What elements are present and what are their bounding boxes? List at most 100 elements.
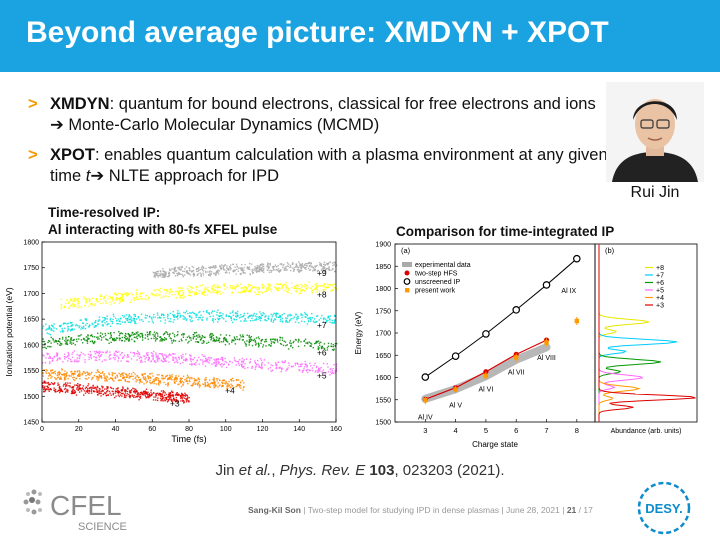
data-point: [179, 294, 182, 297]
data-point: [82, 385, 85, 387]
data-point: [168, 353, 171, 356]
data-point: [175, 297, 177, 299]
data-point: [258, 288, 261, 291]
data-point: [234, 343, 237, 345]
data-point: [152, 313, 155, 316]
data-point: [89, 340, 92, 343]
data-point: [88, 299, 91, 301]
data-point: [190, 286, 193, 288]
data-point: [332, 264, 334, 267]
data-point: [118, 379, 120, 381]
data-point: [182, 382, 185, 384]
data-point: [186, 336, 189, 339]
data-point: [292, 270, 295, 273]
data-point: [177, 287, 180, 289]
data-point: [78, 360, 80, 362]
data-point: [120, 292, 122, 295]
data-point: [230, 319, 233, 321]
data-point: [203, 288, 206, 290]
data-point: [211, 288, 213, 291]
data-point: [330, 371, 332, 373]
data-point: [144, 334, 147, 336]
data-point: [175, 380, 177, 382]
data-point: [237, 384, 239, 387]
data-point: [225, 334, 228, 336]
data-point: [166, 331, 168, 334]
data-point: [124, 392, 127, 394]
data-point: [77, 297, 79, 300]
data-point: [335, 264, 338, 266]
data-point: [263, 313, 265, 315]
data-point: [158, 381, 160, 383]
data-point: [260, 363, 263, 365]
data-point: [323, 267, 325, 269]
data-point: [195, 293, 198, 295]
data-point: [204, 355, 206, 357]
data-point: [246, 312, 249, 315]
data-point: [110, 320, 112, 323]
data-point: [63, 388, 66, 390]
data-point: [268, 266, 270, 269]
data-point: [123, 316, 125, 318]
data-point: [121, 332, 124, 335]
data-point: [71, 390, 73, 393]
data-point: [180, 287, 182, 289]
data-point: [242, 366, 244, 369]
data-point: [160, 273, 163, 275]
data-point: [196, 288, 198, 291]
data-point: [316, 320, 318, 323]
data-point: [152, 271, 155, 274]
data-point: [225, 366, 228, 369]
data-point: [121, 293, 124, 296]
data-point: [314, 362, 316, 365]
data-point: [299, 292, 302, 295]
data-point: [163, 390, 165, 393]
data-point: [209, 275, 211, 277]
data-point: [264, 339, 267, 341]
data-point: [260, 291, 262, 293]
data-point: [103, 336, 105, 338]
data-point: [76, 353, 78, 356]
data-point: [162, 273, 165, 275]
data-point: [206, 342, 208, 344]
data-point: [243, 272, 245, 274]
data-point: [307, 318, 309, 320]
data-point: [285, 269, 287, 271]
data-point: [260, 313, 262, 315]
data-point: [207, 385, 210, 387]
data-point: [125, 389, 127, 392]
data-point: [145, 380, 147, 382]
data-point: [264, 291, 266, 293]
data-point: [53, 382, 55, 385]
data-point: [316, 365, 318, 368]
data-point: [175, 393, 177, 395]
data-point: [97, 351, 100, 353]
data-point: [280, 263, 283, 266]
data-point: [72, 378, 75, 381]
data-point: [188, 285, 190, 287]
data-point: [108, 358, 111, 360]
data-point: [224, 264, 226, 266]
data-point: [182, 332, 184, 335]
data-point: [198, 292, 201, 295]
data-point: [326, 263, 329, 266]
data-point: [70, 341, 72, 343]
data-point: [240, 269, 243, 272]
data-point: [304, 311, 306, 314]
data-point: [150, 292, 153, 295]
data-point: [233, 359, 236, 361]
data-point: [156, 359, 159, 361]
data-point: [250, 263, 253, 265]
data-point: [49, 361, 51, 363]
data-point: [106, 315, 108, 317]
data-point: [297, 317, 299, 320]
data-point: [332, 289, 334, 291]
data-point: [43, 340, 46, 343]
data-point: [135, 293, 138, 296]
data-point: [161, 354, 163, 356]
data-point: [99, 295, 102, 298]
bullet-text: XPOT: enables quantum calculation with a…: [50, 145, 610, 187]
data-point: [185, 380, 188, 382]
data-point: [307, 320, 310, 322]
data-point: [306, 323, 309, 325]
